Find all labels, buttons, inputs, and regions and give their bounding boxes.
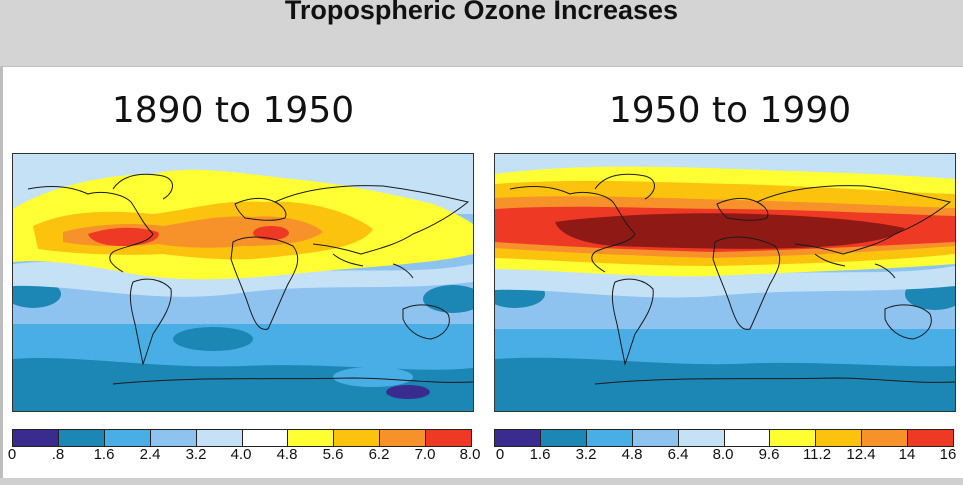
colorbar-swatch [907,430,953,446]
colorbar-tick-right: 12.4 [846,446,875,463]
colorbar-tick-right: 16 [940,446,957,463]
colorbar-swatch [333,430,379,446]
colorbar-tick-left: 2.4 [140,446,161,463]
colorbar-tick-right: 11.2 [803,446,831,463]
colorbar-swatch [13,430,58,446]
colorbar-tick-left: 5.6 [323,446,344,463]
colorbar-swatch [287,430,333,446]
ozone-map-left [12,153,474,412]
colorbar-tick-right: 9.6 [759,446,780,463]
colorbar-swatch [586,430,632,446]
colorbar-swatch [495,430,540,446]
panel-title-left: 1890 to 1950 [3,90,463,131]
colorbar-swatch [379,430,425,446]
colorbar-swatch [196,430,242,446]
slide-footer [0,478,963,485]
colorbar-swatch [815,430,861,446]
colorbar-swatch [540,430,586,446]
panel-title-right: 1950 to 1990 [500,90,960,131]
colorbar-tick-right: 3.2 [576,446,597,463]
map-left-canvas [13,154,473,411]
colorbar-tick-right: 6.4 [668,446,689,463]
colorbar-tick-left: 3.2 [186,446,207,463]
colorbar-tick-left: 6.2 [369,446,390,463]
colorbar-swatch [58,430,104,446]
colorbar-tick-left: 4.8 [277,446,298,463]
colorbar-swatch [769,430,815,446]
colorbar-left [12,429,472,447]
colorbar-swatch [425,430,471,446]
colorbar-swatch [104,430,150,446]
colorbar-swatch [632,430,678,446]
colorbar-tick-right: 1.6 [530,446,551,463]
colorbar-tick-left: 4.0 [231,446,252,463]
colorbar-tick-left: 8.0 [460,446,481,463]
colorbar-swatch [724,430,770,446]
colorbar-swatch [150,430,196,446]
colorbar-swatch [242,430,288,446]
colorbar-tick-left: 7.0 [415,446,436,463]
ozone-map-right [494,153,956,412]
colorbar-right [494,429,954,447]
colorbar-tick-left: .8 [52,446,65,463]
colorbar-tick-left: 0 [8,446,16,463]
map-right-canvas [495,154,955,411]
colorbar-tick-right: 0 [496,446,504,463]
colorbar-tick-left: 1.6 [94,446,115,463]
slide-title: Tropospheric Ozone Increases [0,0,963,30]
colorbar-swatch [861,430,907,446]
colorbar-tick-right: 14 [899,446,916,463]
slide-header: Tropospheric Ozone Increases [0,0,963,67]
colorbar-swatch [678,430,724,446]
colorbar-tick-right: 8.0 [713,446,734,463]
colorbar-tick-right: 4.8 [622,446,643,463]
